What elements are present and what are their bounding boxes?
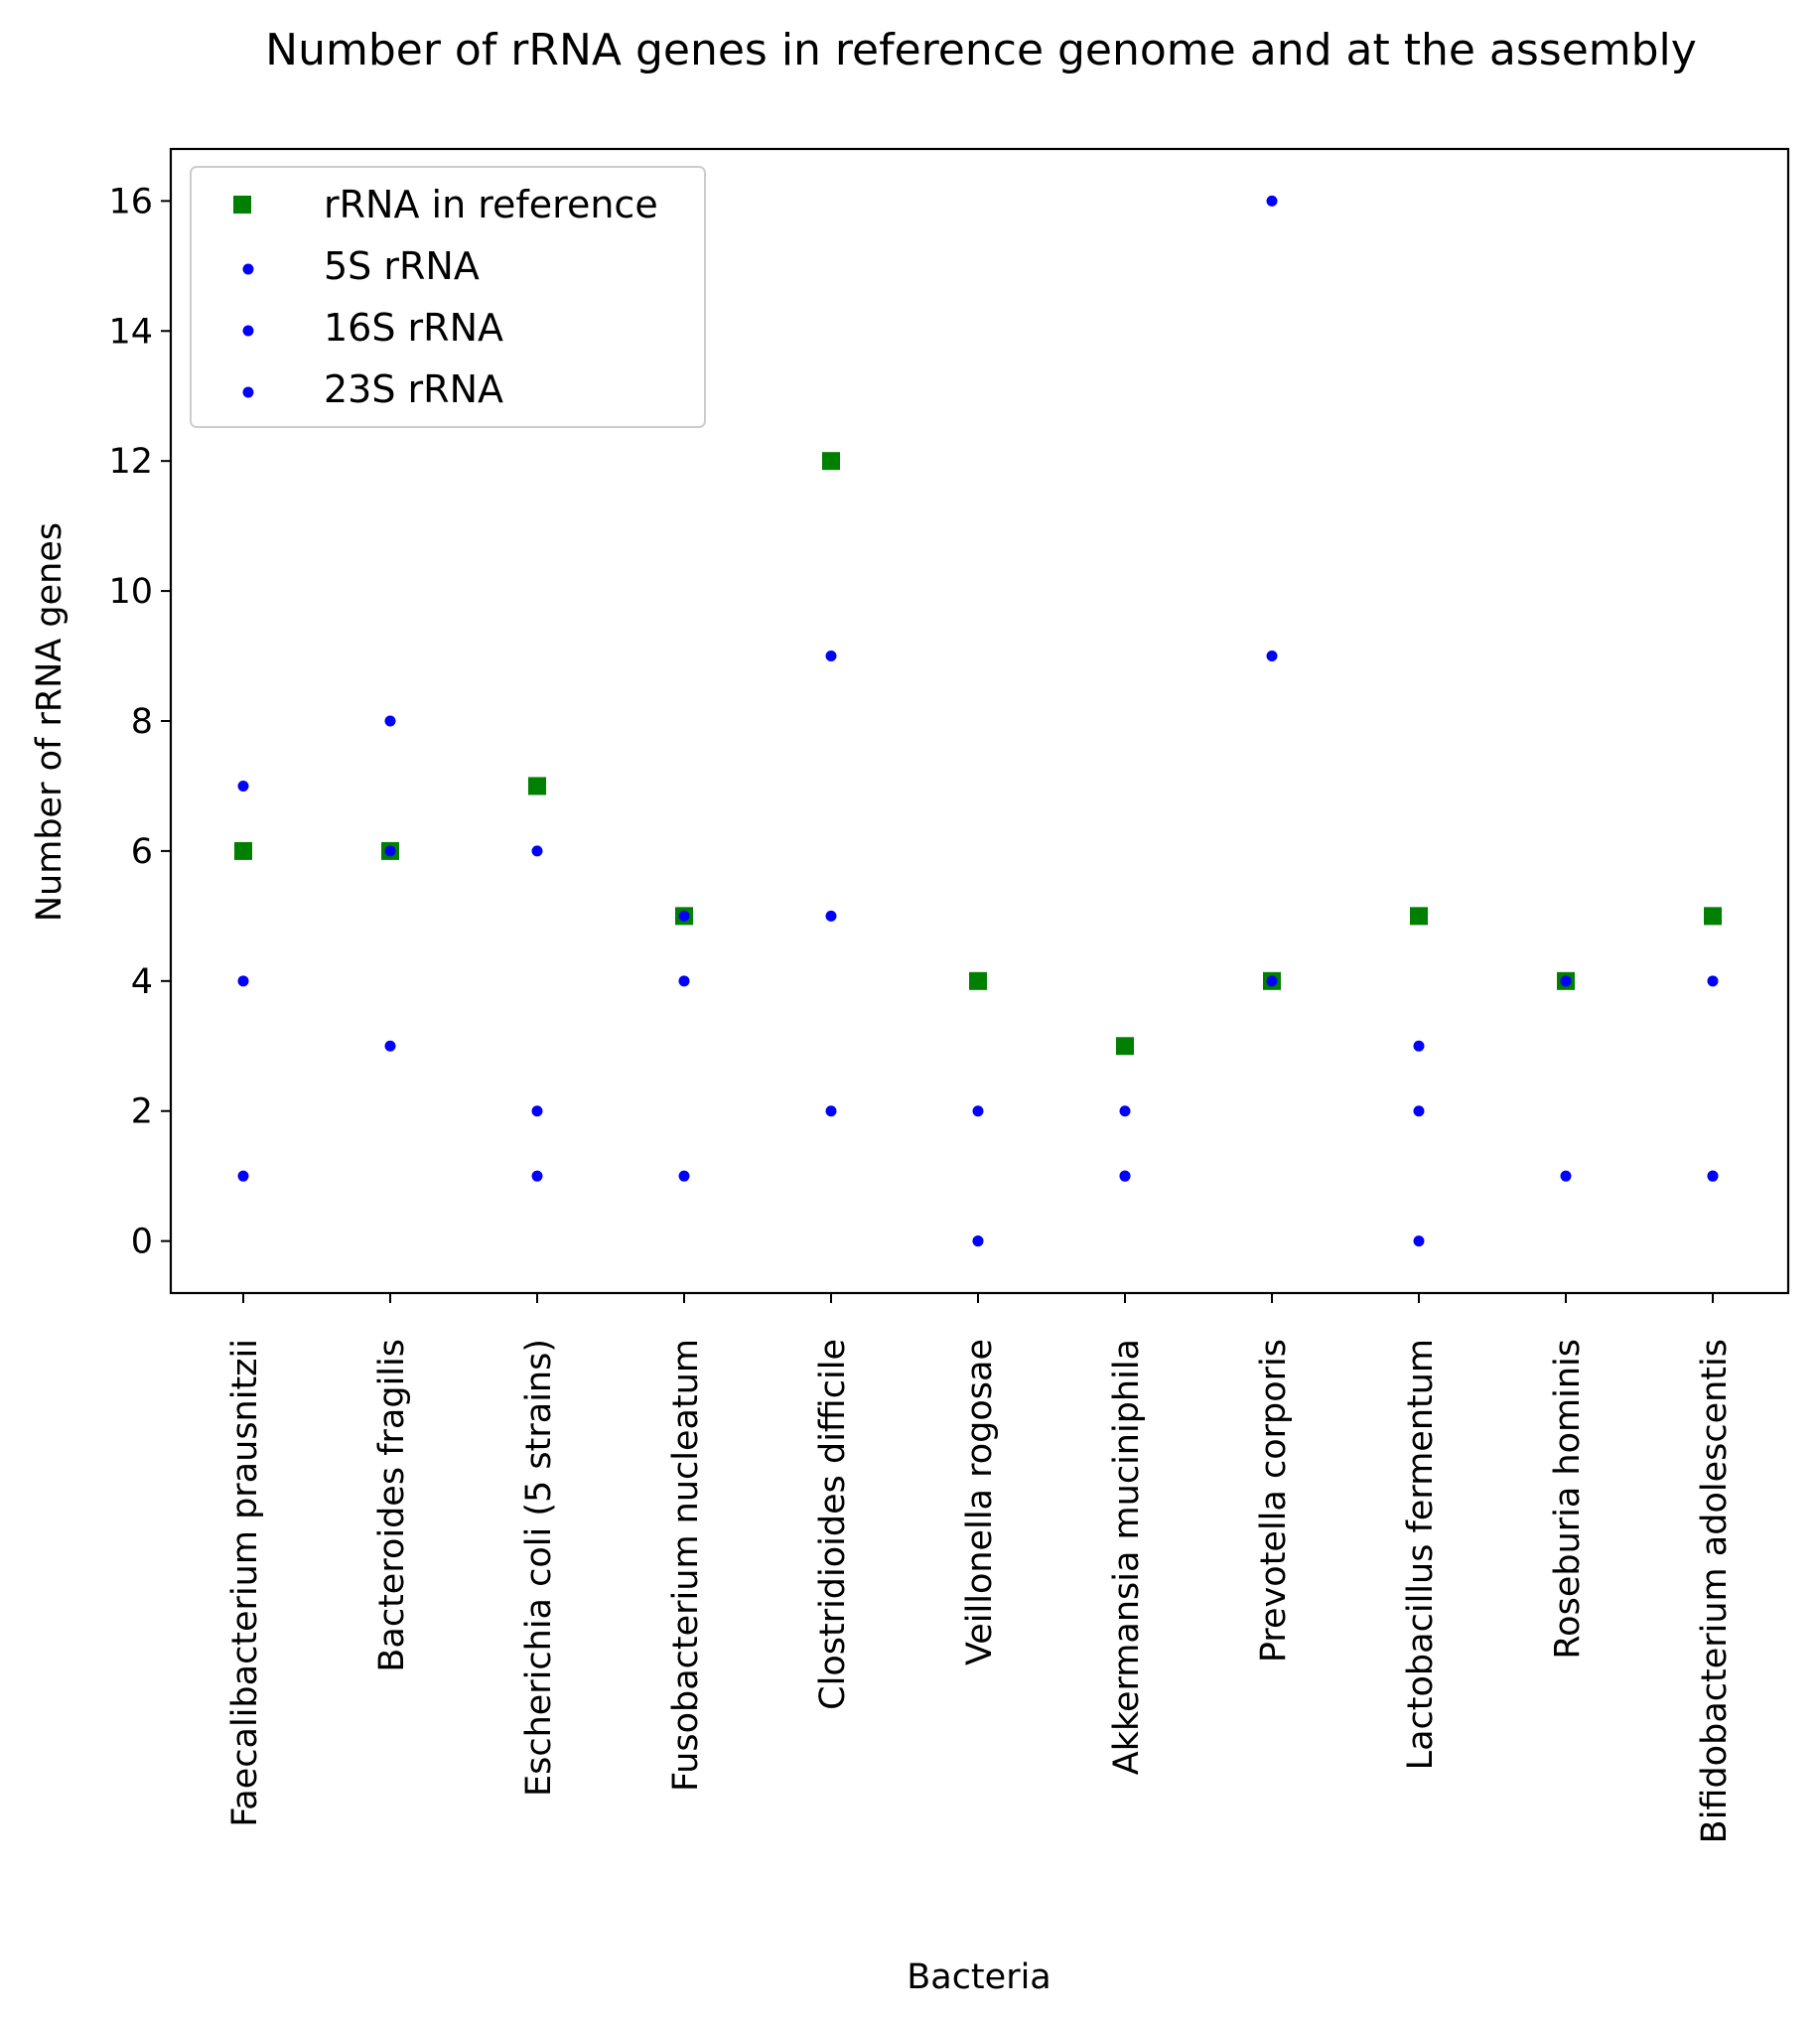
rrna-point: [1266, 195, 1278, 207]
reference-point: [969, 971, 987, 990]
reference-point: [528, 777, 546, 795]
y-tick-label: 14: [108, 312, 153, 352]
legend-dot-marker: [242, 263, 254, 275]
x-tick-label: Escherichia coli (5 strains): [519, 1339, 559, 1797]
rrna-point: [531, 1170, 543, 1182]
legend-label: rRNA in reference: [324, 183, 658, 226]
rrna-point: [1266, 975, 1278, 987]
x-tick-label: Bifidobacterium adolescentis: [1695, 1339, 1735, 1843]
legend-square-marker: [233, 196, 251, 214]
rrna-point: [1707, 975, 1719, 987]
legend-dot-marker: [242, 325, 254, 337]
y-tick-label: 6: [131, 832, 153, 872]
rrna-point: [825, 1105, 837, 1117]
reference-point: [234, 841, 252, 860]
rrna-point: [1560, 975, 1572, 987]
rrna-point: [1413, 1040, 1425, 1052]
rrna-point: [1413, 1105, 1425, 1117]
rrna-point: [237, 975, 249, 987]
rrna-point: [237, 1170, 249, 1182]
rrna-point: [531, 845, 543, 857]
rrna-point: [678, 1170, 690, 1182]
rrna-point: [384, 845, 396, 857]
reference-point: [1410, 907, 1428, 926]
y-tick-label: 16: [108, 182, 153, 221]
rrna-point: [1119, 1170, 1131, 1182]
x-tick-label: Veillonella rogosae: [960, 1339, 1000, 1665]
x-tick-label: Roseburia hominis: [1548, 1339, 1588, 1660]
rrna-point: [237, 780, 249, 792]
reference-point: [1704, 907, 1722, 926]
series-0: [234, 452, 1722, 1056]
rrna-point: [384, 715, 396, 727]
rrna-point: [384, 1040, 396, 1052]
y-tick-label: 4: [131, 962, 153, 1002]
y-tick-label: 12: [108, 442, 153, 482]
rrna-point: [972, 1105, 984, 1117]
x-tick-label: Faecalibacterium prausnitzii: [225, 1339, 265, 1827]
legend: rRNA in reference 5S rRNA 16S rRNA 23S rRNA: [190, 166, 706, 428]
rrna-point: [1413, 1235, 1425, 1247]
x-tick-label: Clostridioides difficile: [813, 1339, 853, 1710]
legend-label: 23S rRNA: [324, 367, 503, 411]
rrna-point: [825, 910, 837, 922]
legend-dot-marker: [242, 386, 254, 398]
y-tick-label: 2: [131, 1092, 153, 1132]
x-tick-label: Lactobacillus fermentum: [1401, 1339, 1441, 1770]
y-tick-label: 10: [108, 572, 153, 612]
rrna-point: [678, 975, 690, 987]
reference-point: [1116, 1037, 1134, 1056]
rrna-point: [1560, 1170, 1572, 1182]
legend-box: [190, 166, 706, 428]
series-3: [237, 651, 1719, 1247]
reference-point: [822, 452, 840, 471]
rrna-point: [1266, 651, 1278, 662]
chart-marks: [234, 195, 1722, 1247]
legend-label: 5S rRNA: [324, 244, 480, 288]
rrna-point: [678, 910, 690, 922]
x-tick-label: Prevotella corporis: [1254, 1339, 1294, 1663]
x-axis-label: Bacteria: [907, 1957, 1051, 1997]
rrna-point: [1707, 1170, 1719, 1182]
y-axis: 0 2 4 6 8 10 12 14 16: [108, 182, 171, 1262]
plot-frame: [169, 147, 1790, 1295]
x-tick-label: Fusobacterium nucleatum: [666, 1339, 706, 1792]
y-axis-label: Number of rRNA genes: [30, 522, 70, 922]
y-tick-label: 8: [131, 702, 153, 742]
legend-label: 16S rRNA: [324, 306, 503, 350]
x-axis: Faecalibacterium prausnitzii Bacteroides …: [225, 1293, 1735, 1843]
rrna-point: [531, 1105, 543, 1117]
rrna-point: [972, 1235, 984, 1247]
rrna-point: [1119, 1105, 1131, 1117]
x-tick-label: Bacteroides fragilis: [372, 1339, 412, 1672]
chart-title: Number of rRNA genes in reference genome…: [265, 25, 1697, 75]
rrna-point: [825, 651, 837, 662]
series-1: [237, 195, 1719, 1117]
y-tick-label: 0: [131, 1223, 153, 1262]
x-tick-label: Akkermansia muciniphila: [1107, 1339, 1147, 1775]
